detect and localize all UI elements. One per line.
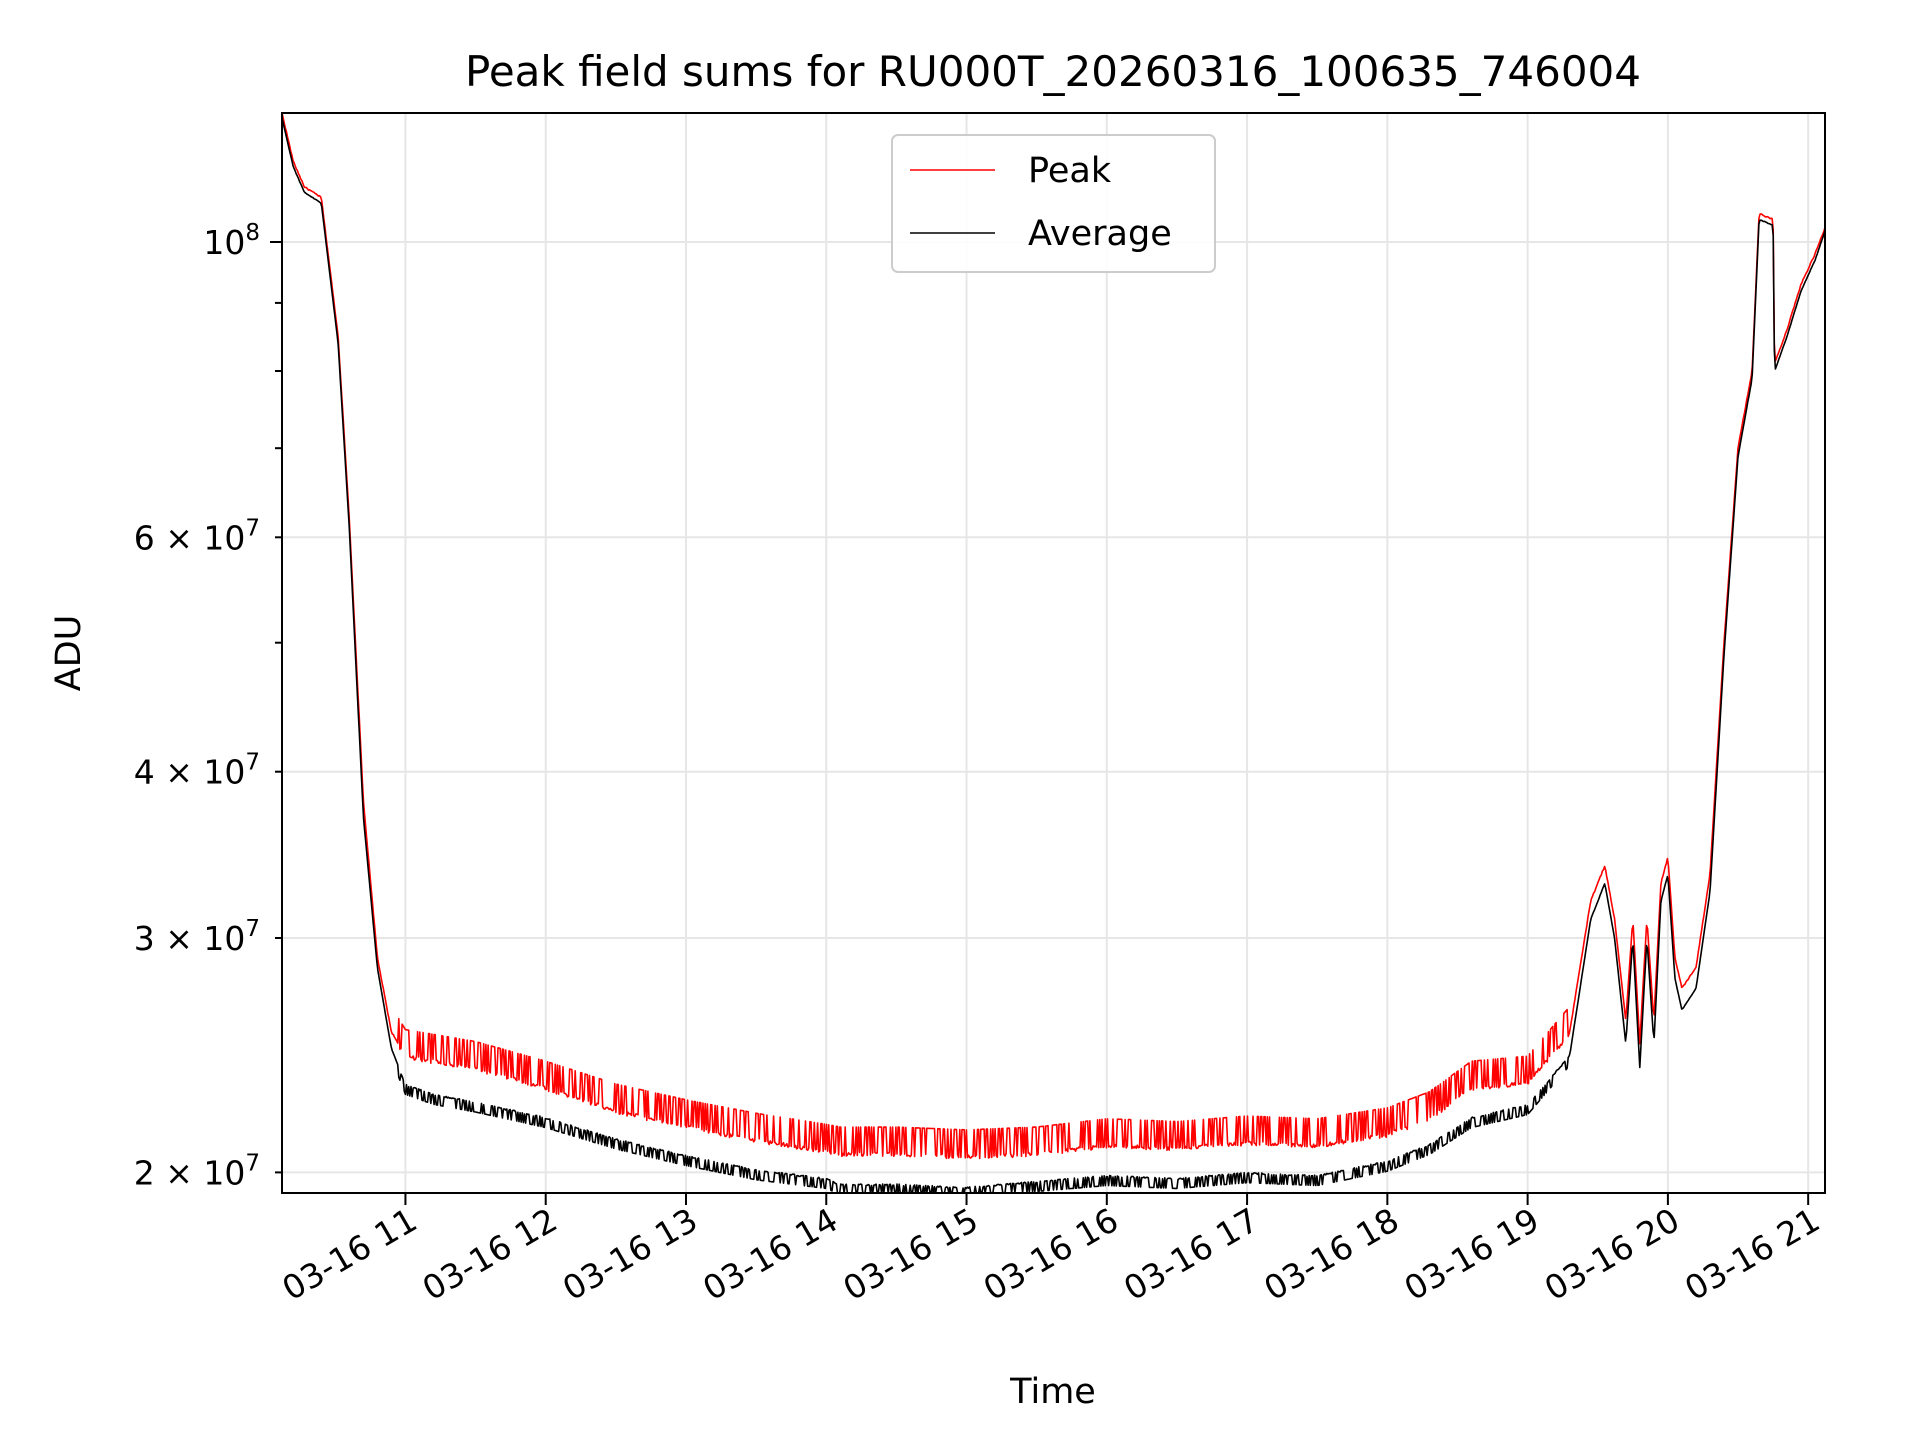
series-layer — [281, 112, 1826, 1194]
y-tick-exponent-0: 8 — [245, 220, 260, 246]
x-tick-label-1: 03-16 12 — [416, 1200, 564, 1308]
y-tick-label-4: 6 × 107 — [134, 515, 260, 557]
x-tick-label-8: 03-16 19 — [1398, 1200, 1546, 1308]
grid-layer — [282, 113, 1825, 1193]
x-tick-label-9: 03-16 20 — [1538, 1200, 1686, 1308]
x-tick-label-7: 03-16 18 — [1257, 1200, 1405, 1308]
x-axis-title: Time — [1009, 1372, 1096, 1412]
y-axis-title: ADU — [49, 615, 89, 692]
plot-area-background — [282, 113, 1825, 1193]
x-tick-label-2: 03-16 13 — [556, 1200, 704, 1308]
series-line-peak — [281, 112, 1826, 1160]
plot-frame — [281, 112, 1826, 1194]
chart-title: Peak field sums for RU000T_20260316_1006… — [465, 47, 1641, 96]
y-tick-label-0: 108 — [203, 220, 260, 262]
y-tick-label-2: 3 × 107 — [134, 916, 260, 958]
y-tick-exponent-1: 7 — [245, 1150, 260, 1176]
tick-layer — [270, 240, 1810, 1205]
y-tick-exponent-3: 7 — [245, 750, 260, 776]
legend-label-average: Average — [1028, 214, 1172, 254]
x-tick-label-0: 03-16 11 — [275, 1200, 423, 1308]
y-tick-label-3: 4 × 107 — [134, 750, 260, 792]
y-tick-exponent-2: 7 — [245, 916, 260, 942]
y-tick-exponent-4: 7 — [245, 515, 260, 541]
x-tick-label-6: 03-16 17 — [1117, 1200, 1265, 1308]
series-line-average — [281, 117, 1826, 1194]
x-tick-label-10: 03-16 21 — [1678, 1200, 1826, 1308]
x-tick-label-5: 03-16 16 — [977, 1200, 1125, 1308]
legend: Peak Average — [891, 134, 1216, 273]
y-tick-label-1: 2 × 107 — [134, 1150, 260, 1192]
legend-label-peak: Peak — [1028, 151, 1112, 191]
x-tick-label-3: 03-16 14 — [696, 1200, 844, 1308]
x-tick-label-4: 03-16 15 — [837, 1200, 985, 1308]
